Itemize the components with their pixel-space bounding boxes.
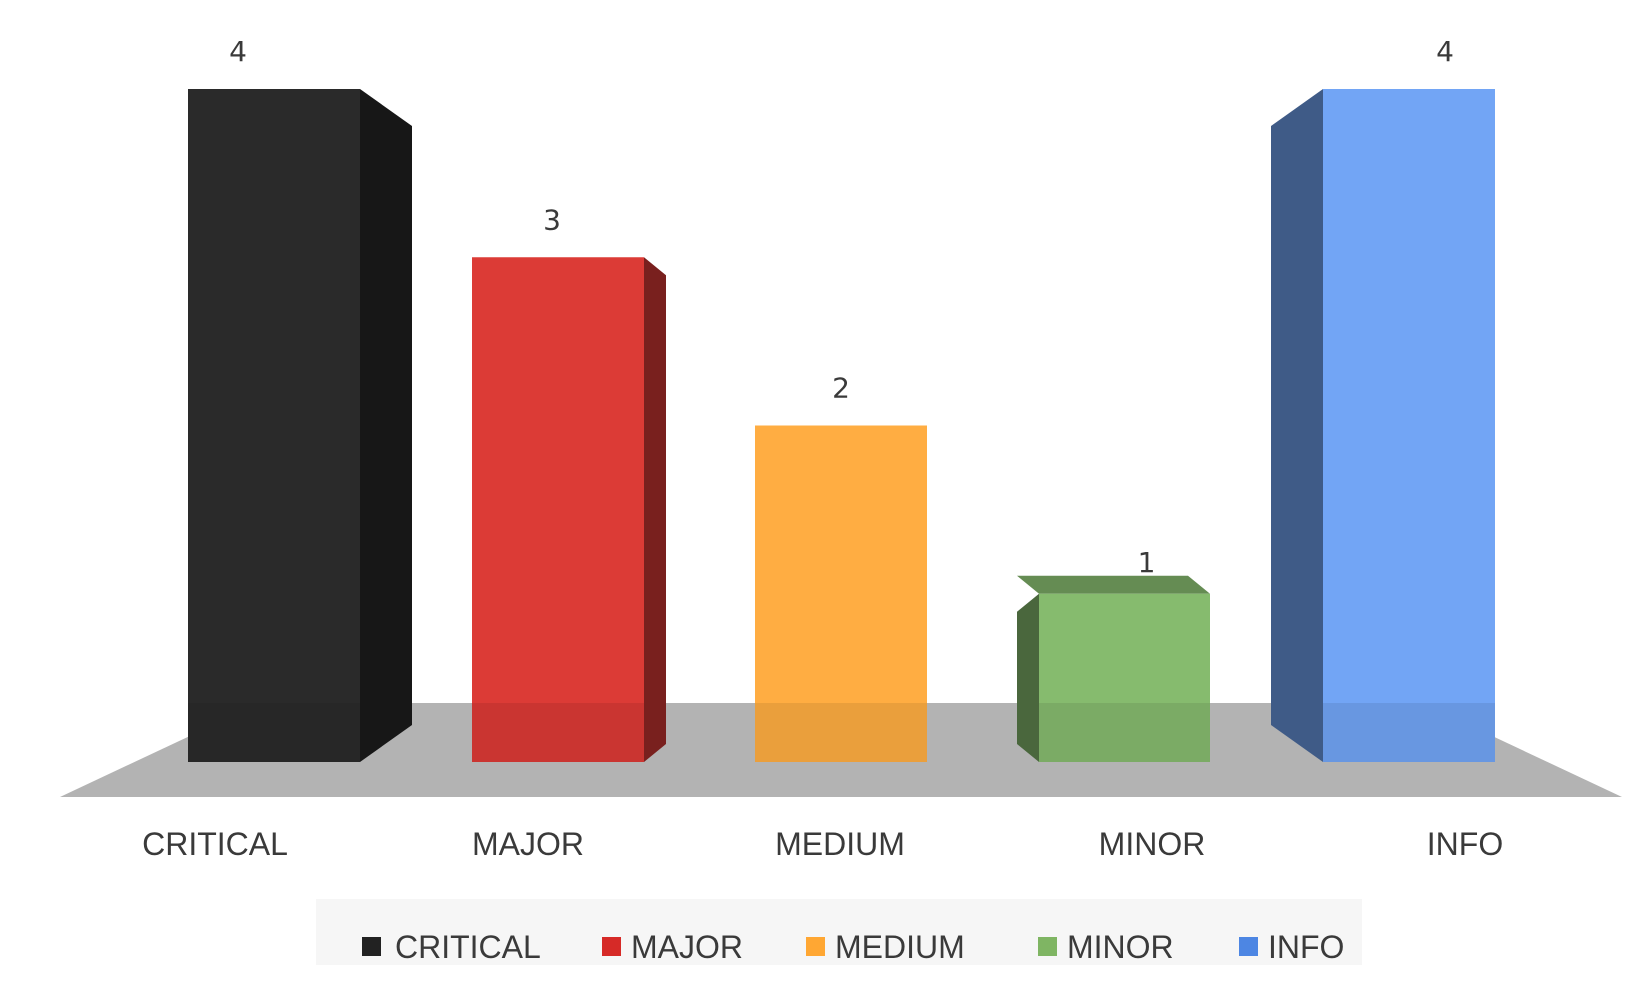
category-label-info: INFO (1427, 826, 1503, 862)
bar-base-tint-medium (755, 703, 927, 762)
bar-info (1271, 89, 1495, 762)
legend-label-major: MAJOR (631, 929, 743, 965)
category-label-minor: MINOR (1099, 826, 1206, 862)
bar-side-minor (1017, 593, 1039, 762)
legend-label-medium: MEDIUM (835, 929, 965, 965)
legend-background (316, 899, 1362, 965)
value-label-minor: 1 (1138, 546, 1156, 579)
value-label-major: 3 (543, 203, 561, 236)
category-label-critical: CRITICAL (142, 826, 288, 862)
legend-swatch-critical (362, 937, 381, 956)
value-labels: 4 3 2 1 4 (229, 35, 1454, 579)
bar-base-tint-info (1323, 703, 1495, 762)
bar-critical (188, 89, 412, 762)
legend-label-info: INFO (1268, 929, 1344, 965)
legend-item-info: INFO (1239, 929, 1344, 965)
legend: CRITICAL MAJOR MEDIUM MINOR INFO (316, 899, 1362, 965)
bar-side-critical (360, 89, 412, 762)
bar-base-tint-critical (188, 703, 360, 762)
legend-swatch-major (602, 937, 621, 956)
bars (188, 89, 1495, 762)
bar-top-minor (1017, 575, 1210, 594)
legend-item-medium: MEDIUM (806, 929, 965, 965)
legend-item-minor: MINOR (1038, 929, 1174, 965)
bar-side-info (1271, 89, 1323, 762)
bar-base-tint-major (472, 703, 644, 762)
legend-label-critical: CRITICAL (395, 929, 541, 965)
bar-front-info (1323, 89, 1495, 762)
legend-item-critical: CRITICAL (362, 929, 541, 965)
bar-base-tint-minor (1039, 703, 1210, 762)
bar-minor (1017, 575, 1210, 762)
category-label-medium: MEDIUM (775, 826, 905, 862)
legend-label-minor: MINOR (1067, 929, 1174, 965)
bar-side-major (644, 257, 666, 762)
legend-swatch-info (1239, 937, 1258, 956)
legend-swatch-minor (1038, 937, 1057, 956)
category-axis: CRITICAL MAJOR MEDIUM MINOR INFO (142, 826, 1503, 862)
value-label-critical: 4 (229, 35, 247, 68)
value-label-medium: 2 (832, 372, 850, 405)
legend-swatch-medium (806, 937, 825, 956)
bar-major (472, 257, 666, 762)
legend-item-major: MAJOR (602, 929, 743, 965)
value-label-info: 4 (1436, 35, 1454, 68)
category-label-major: MAJOR (472, 826, 584, 862)
bar-medium (755, 425, 927, 762)
bar-front-major (472, 257, 644, 762)
bar-front-critical (188, 89, 360, 762)
